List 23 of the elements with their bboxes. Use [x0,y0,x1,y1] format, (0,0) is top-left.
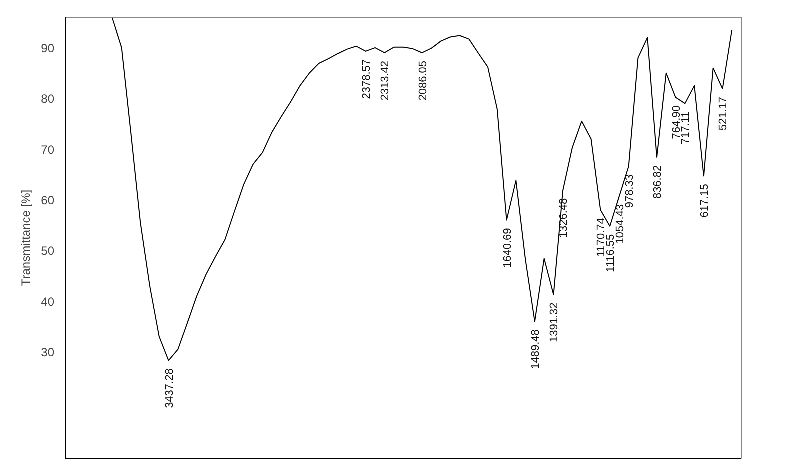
x-tick-label: 617.15 [698,184,711,218]
x-tick-label: 2086.05 [417,60,430,101]
x-tick-label: 521.17 [718,96,730,131]
x-tick-label: 1489.48 [530,330,542,370]
y-tick-label: 70 [41,142,55,157]
y-axis-title: Transmittance [%] [19,190,34,286]
x-tick-label: 978.33 [624,174,636,208]
x-tick-label: 764.90 [670,106,683,140]
x-tick-label: 717.11 [680,112,692,144]
x-tick-label: 3437.28 [164,368,176,408]
y-tick-label: 90 [41,41,55,56]
y-tick-label: 80 [41,92,55,106]
y-tick-label: 50 [41,244,55,258]
x-tick-label: 1054.43 [614,204,626,244]
y-tick-label: 30 [41,346,55,360]
x-tick-label: 836.82 [652,165,664,200]
x-tick-label: 2313.42 [380,60,392,101]
x-tick-label: 1391.32 [548,302,561,343]
x-tick-label: 2378.57 [360,59,373,100]
y-tick-label: 60 [41,193,55,208]
x-tick-label: 1326.48 [558,198,570,238]
y-tick-label: 40 [41,294,55,309]
x-tick-label: 1640.69 [502,228,514,268]
